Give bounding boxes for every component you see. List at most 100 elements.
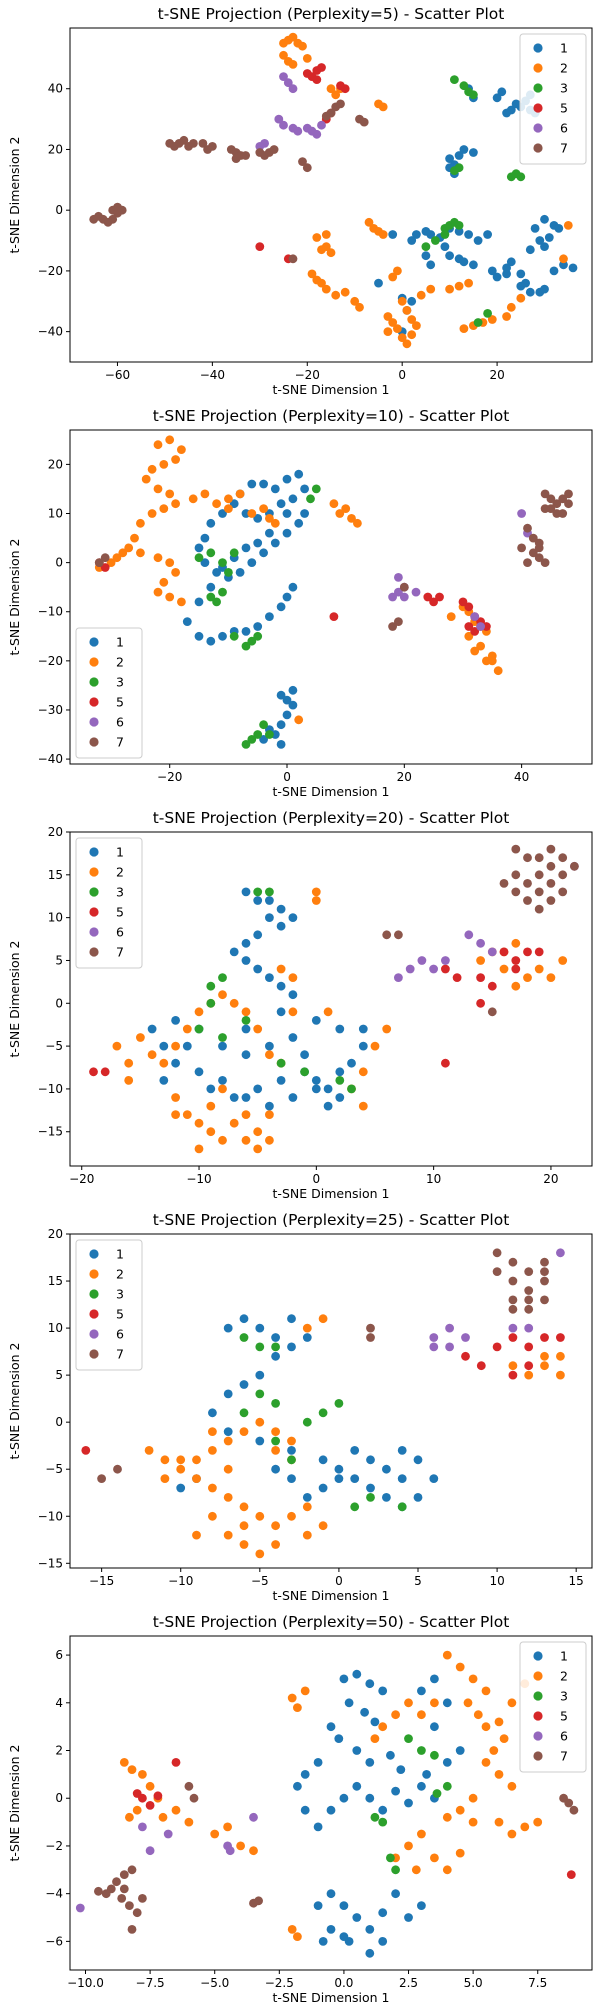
data-point-class-2	[136, 1033, 145, 1042]
legend-label: 2	[116, 1267, 124, 1282]
data-point-class-2	[507, 1829, 517, 1839]
legend-marker	[89, 1349, 99, 1359]
data-point-class-1	[288, 1033, 298, 1042]
data-point-class-2	[329, 499, 339, 509]
data-point-class-2	[208, 1427, 217, 1436]
legend-label: 3	[116, 885, 124, 900]
data-point-class-3	[271, 1342, 280, 1352]
data-point-class-7	[523, 558, 532, 567]
data-point-class-3	[378, 1817, 388, 1827]
data-point-class-1	[326, 1805, 336, 1815]
data-point-class-5	[511, 956, 521, 965]
data-point-class-2	[119, 1758, 129, 1767]
x-tick-label: 5	[414, 1574, 422, 1588]
data-point-class-5	[153, 1791, 163, 1801]
data-point-class-2	[393, 266, 402, 276]
data-point-class-5	[81, 1446, 91, 1455]
data-point-class-2	[153, 587, 163, 597]
data-point-class-2	[293, 1932, 302, 1941]
data-point-class-3	[404, 1734, 413, 1743]
data-point-class-2	[294, 715, 304, 725]
data-point-class-3	[366, 1493, 375, 1502]
data-point-class-3	[218, 1033, 227, 1042]
legend-marker	[533, 1651, 543, 1661]
legend-marker	[89, 1249, 99, 1259]
data-point-class-1	[253, 1084, 263, 1094]
data-point-class-2	[556, 1370, 565, 1380]
data-point-class-2	[194, 1118, 204, 1128]
data-point-class-5	[476, 1361, 486, 1371]
data-point-class-3	[431, 236, 440, 245]
data-point-class-7	[534, 870, 544, 880]
data-point-class-7	[564, 499, 573, 509]
data-point-class-3	[300, 1067, 309, 1077]
y-tick-label: 40	[48, 82, 63, 96]
data-point-class-1	[235, 568, 245, 577]
legend-box	[519, 1641, 587, 1773]
data-point-class-2	[442, 1650, 452, 1660]
data-point-class-1	[391, 1889, 400, 1899]
legend-marker	[533, 1751, 543, 1761]
legend-label: 5	[116, 1307, 124, 1322]
data-point-class-2	[224, 504, 233, 513]
data-point-class-2	[287, 1511, 296, 1521]
data-point-class-2	[253, 1144, 263, 1154]
data-point-class-1	[417, 1686, 426, 1696]
data-point-class-5	[100, 1067, 110, 1077]
data-point-class-2	[455, 1662, 465, 1672]
data-point-class-1	[194, 631, 204, 641]
data-point-class-5	[145, 1801, 155, 1810]
data-point-class-2	[494, 1770, 504, 1779]
legend-marker	[89, 677, 99, 687]
data-point-class-2	[165, 592, 175, 602]
data-point-class-6	[255, 142, 265, 151]
x-tick-label: 40	[514, 770, 529, 784]
data-point-class-7	[564, 1798, 574, 1808]
data-point-class-7	[534, 904, 544, 914]
legend-label: 3	[560, 1689, 568, 1704]
data-points	[89, 32, 578, 349]
data-point-class-7	[101, 1889, 111, 1899]
data-point-class-7	[326, 108, 336, 118]
data-point-class-7	[540, 558, 550, 567]
data-point-class-6	[476, 938, 485, 948]
data-point-class-6	[225, 1846, 235, 1856]
data-point-class-7	[558, 870, 568, 880]
y-tick-label: 10	[48, 1321, 63, 1335]
data-point-class-2	[171, 1805, 181, 1815]
data-point-class-1	[265, 528, 274, 538]
data-point-class-1	[440, 242, 450, 252]
data-point-class-2	[331, 90, 341, 100]
data-point-class-2	[223, 1530, 233, 1540]
data-point-class-7	[138, 1894, 147, 1903]
data-point-class-2	[159, 1058, 169, 1068]
data-point-class-1	[287, 1446, 296, 1455]
data-point-class-5	[464, 602, 474, 612]
chart-title: t-SNE Projection (Perplexity=10) - Scatt…	[153, 407, 510, 425]
data-point-class-3	[218, 973, 227, 982]
data-point-class-5	[476, 973, 485, 982]
legend-label: 2	[116, 655, 124, 670]
data-point-class-2	[192, 1530, 201, 1540]
data-point-class-6	[394, 973, 403, 982]
data-point-class-7	[508, 1295, 518, 1305]
data-point-class-6	[470, 612, 480, 621]
plot-frame	[69, 831, 593, 1167]
data-point-class-1	[259, 548, 268, 558]
legend-label: 7	[560, 141, 568, 156]
data-point-class-2	[355, 302, 364, 312]
data-point-class-7	[508, 1304, 518, 1314]
data-point-class-1	[287, 1474, 296, 1483]
data-point-class-2	[335, 509, 345, 518]
data-point-class-7	[100, 553, 110, 563]
data-point-class-2	[210, 1829, 220, 1839]
y-tick-label: −40	[38, 325, 63, 339]
data-point-class-1	[311, 1016, 321, 1025]
data-point-class-1	[171, 1058, 181, 1068]
data-point-class-2	[255, 1511, 265, 1521]
data-point-class-1	[206, 636, 216, 646]
data-point-class-1	[294, 469, 304, 479]
x-tick-label: 0.0	[334, 1976, 353, 1990]
data-point-class-1	[365, 1679, 375, 1689]
y-tick-label: 15	[48, 868, 63, 882]
